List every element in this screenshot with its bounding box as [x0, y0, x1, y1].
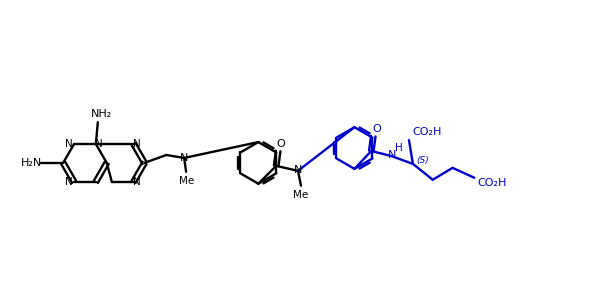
Text: N: N [133, 139, 141, 149]
Text: N: N [65, 139, 73, 149]
Text: Me: Me [178, 176, 194, 186]
Text: (S): (S) [416, 156, 429, 165]
Text: NH₂: NH₂ [91, 109, 113, 119]
Text: N: N [294, 165, 302, 175]
Text: H₂N: H₂N [21, 158, 42, 168]
Text: Me: Me [294, 190, 308, 200]
Text: CO₂H: CO₂H [477, 178, 507, 188]
Text: O: O [277, 139, 285, 149]
Text: CO₂H: CO₂H [412, 127, 441, 137]
Text: N: N [133, 177, 141, 187]
Text: N: N [95, 139, 103, 149]
Text: O: O [372, 124, 381, 134]
Text: N: N [388, 150, 396, 160]
Text: N: N [65, 177, 73, 187]
Text: N: N [180, 153, 189, 163]
Text: H: H [395, 143, 403, 153]
